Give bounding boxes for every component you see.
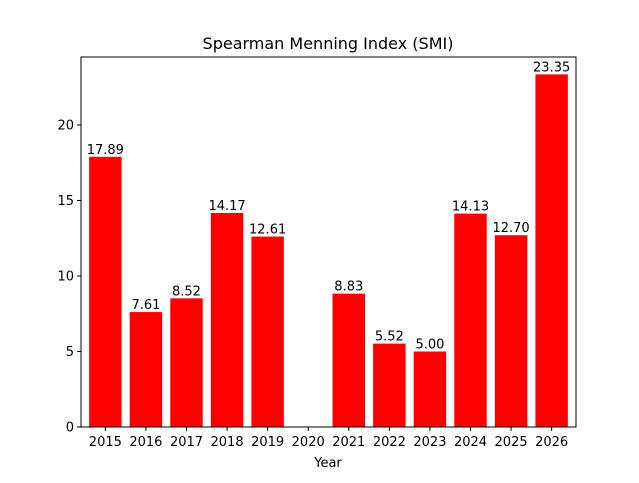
- x-tick-label: 2018: [211, 435, 244, 450]
- bar-value-label: 23.35: [533, 60, 570, 75]
- bar-value-label: 14.17: [208, 199, 245, 214]
- bar-2019: [251, 236, 284, 427]
- bar-value-label: 14.13: [452, 200, 489, 215]
- bar-value-label: 8.83: [334, 280, 363, 295]
- x-tick-label: 2016: [129, 435, 162, 450]
- bar-2026: [535, 74, 568, 428]
- bar-2017: [170, 298, 203, 427]
- x-tick-label: 2023: [413, 435, 446, 450]
- bar-value-labels: 17.89 7.61 8.52 14.17 12.61 8.83 5.52 5.00 14.13…: [87, 60, 571, 352]
- bar-value-label: 8.52: [172, 284, 201, 299]
- plot-area-frame: [80, 56, 577, 428]
- bar-value-label: 5.52: [375, 330, 404, 345]
- x-tick-label: 2022: [373, 435, 406, 450]
- bar-2018: [210, 213, 244, 427]
- bar-2024: [454, 213, 487, 427]
- x-tick-label: 2020: [292, 435, 325, 450]
- bar-value-label: 7.61: [131, 298, 160, 313]
- bar-value-label: 5.00: [415, 337, 444, 352]
- bar-2025: [494, 235, 528, 427]
- x-tick-label: 2021: [332, 435, 365, 450]
- bar-series: [89, 74, 568, 428]
- bar-value-label: 12.61: [249, 223, 286, 238]
- x-tick-label: 2015: [89, 435, 122, 450]
- bar-value-label: 17.89: [87, 143, 124, 158]
- bar-2016: [129, 312, 163, 427]
- y-tick-label: 15: [57, 194, 74, 209]
- bar-2022: [373, 343, 406, 427]
- x-axis: 2015 2016 2017 2018 2019 2020 2021 2022 2023 2024…: [89, 427, 568, 450]
- x-tick-label: 2025: [495, 435, 528, 450]
- x-tick-label: 2019: [251, 435, 284, 450]
- bar-2015: [89, 156, 122, 427]
- bar-2021: [332, 293, 366, 427]
- x-axis-label: Year: [313, 456, 342, 471]
- chart-title: Spearman Menning Index (SMI): [203, 34, 454, 53]
- x-tick-label: 2017: [170, 435, 203, 450]
- y-tick-label: 20: [57, 118, 74, 133]
- bar-2023: [413, 351, 447, 427]
- y-tick-label: 5: [66, 345, 74, 360]
- bar-value-label: 12.70: [492, 221, 529, 236]
- x-tick-label: 2024: [454, 435, 487, 450]
- y-axis: 0 5 10 15 20: [57, 118, 81, 436]
- x-tick-label: 2026: [535, 435, 568, 450]
- y-tick-label: 0: [66, 421, 74, 436]
- y-tick-label: 10: [57, 269, 74, 284]
